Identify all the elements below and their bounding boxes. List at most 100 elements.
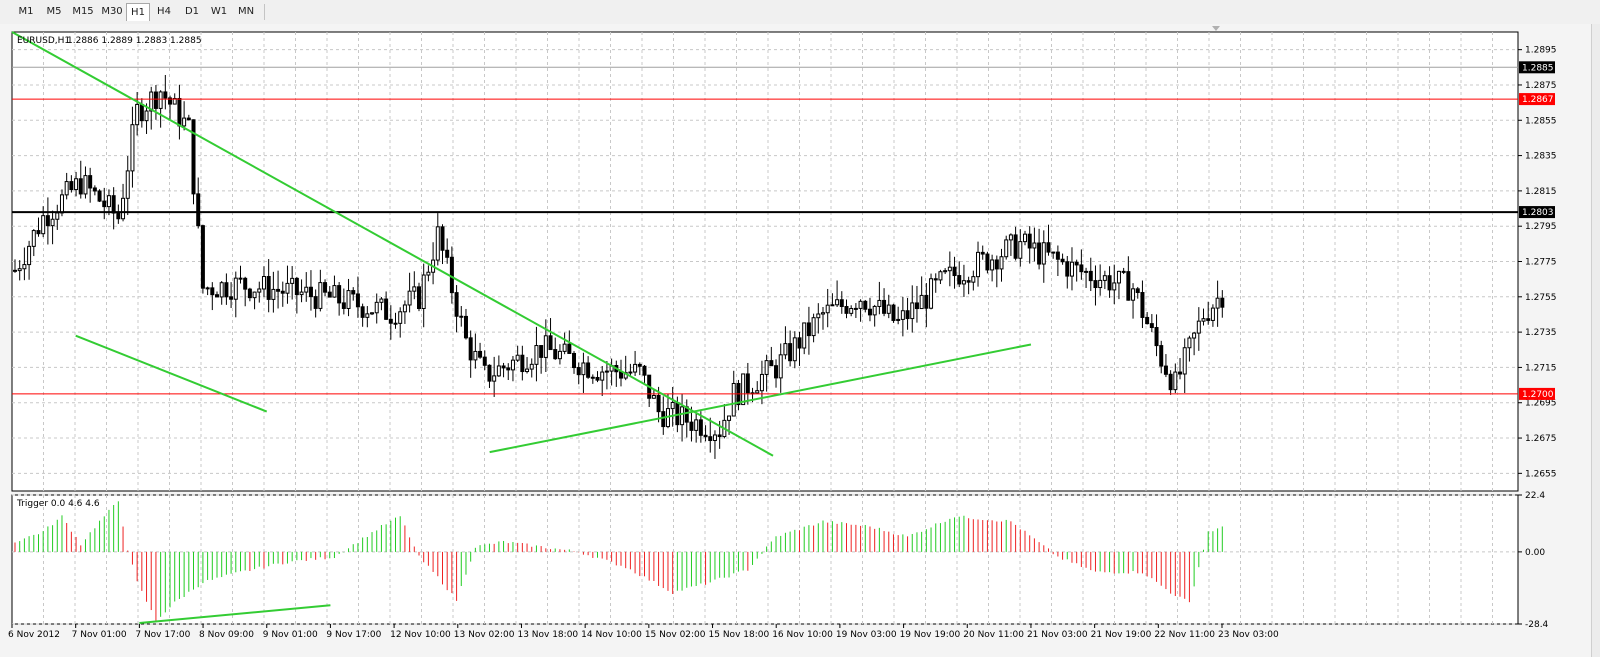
chart-window[interactable]: 1.2895 1.2875 1.2855 1.2835 1.2815 1.2795 1.27… — [0, 24, 1600, 657]
candle-body — [1215, 297, 1220, 309]
candle-body — [393, 322, 398, 325]
candle-body — [788, 343, 793, 362]
x-tick-label: 21 Nov 19:00 — [1091, 630, 1152, 640]
timeframe-m30-button[interactable]: M30 — [101, 6, 123, 17]
candle-body — [473, 350, 478, 361]
candle-body — [92, 187, 97, 192]
price-label-box — [1519, 387, 1555, 400]
candle-body — [961, 280, 966, 285]
candle-body — [294, 277, 299, 296]
candle-body — [200, 225, 205, 289]
chart-canvas[interactable]: 1.2895 1.2875 1.2855 1.2835 1.2815 1.2795 1.27… — [0, 24, 1592, 657]
price-label: 1.2803 — [1522, 208, 1554, 218]
y-tick-label: 1.2735 — [1525, 328, 1557, 338]
timeframe-h4-button[interactable]: H4 — [157, 6, 171, 17]
candle-body — [929, 278, 934, 309]
candle-body — [778, 354, 783, 379]
price-label-box — [1519, 61, 1555, 74]
candle-body — [463, 315, 468, 339]
candle-body — [1102, 275, 1107, 281]
candle-body — [1196, 320, 1201, 334]
y-tick-label: 1.2675 — [1525, 434, 1557, 444]
x-tick-label: 7 Nov 01:00 — [72, 630, 127, 640]
candle-body — [1074, 261, 1079, 266]
candle-body — [595, 376, 600, 381]
timeframe-m15-button[interactable]: M15 — [72, 6, 94, 17]
candle-body — [182, 117, 187, 127]
candle-body — [398, 311, 403, 324]
candle-body — [402, 304, 407, 313]
candlesticks — [13, 74, 1225, 459]
candle-body — [1192, 332, 1197, 339]
candle-body — [990, 259, 995, 271]
candle-body — [210, 287, 215, 296]
candle-body — [938, 271, 943, 281]
candle-body — [139, 103, 144, 122]
candle-body — [783, 343, 788, 356]
candle-body — [1220, 297, 1225, 308]
candle-body — [633, 363, 638, 373]
candle-body — [872, 305, 877, 316]
candle-body — [1065, 261, 1070, 277]
timeframe-w1-button[interactable]: W1 — [210, 6, 228, 17]
candle-body — [745, 373, 750, 394]
y-tick-label: 1.2835 — [1525, 152, 1557, 162]
x-tick-label: 12 Nov 10:00 — [390, 630, 451, 640]
x-tick-label: 20 Nov 11:00 — [963, 630, 1024, 640]
x-tick-label: 15 Nov 02:00 — [645, 630, 706, 640]
candle-body — [1121, 270, 1126, 273]
candle-body — [708, 436, 713, 442]
candle-body — [1093, 280, 1098, 289]
price-label: 1.2885 — [1522, 63, 1554, 73]
candle-body — [1206, 318, 1211, 321]
candle-body — [327, 291, 332, 298]
candle-body — [816, 313, 821, 319]
candle-body — [374, 301, 379, 314]
timeframe-d1-button[interactable]: D1 — [184, 6, 200, 17]
timeframe-mn-button[interactable]: MN — [237, 6, 255, 17]
y-tick-label: 1.2875 — [1525, 81, 1557, 91]
candle-body — [252, 291, 257, 299]
symbol-title: EURUSD,H1 — [17, 36, 70, 46]
candle-body — [529, 363, 534, 370]
timeframe-toolbar: M1 M5 M15 M30 H1 H4 D1 W1 MN — [0, 0, 1600, 25]
candle-body — [172, 97, 177, 105]
candle-body — [694, 419, 699, 431]
x-tick-label: 22 Nov 11:00 — [1154, 630, 1215, 640]
y-tick-label: 1.2715 — [1525, 363, 1557, 373]
candle-body — [360, 306, 365, 318]
x-tick-label: 8 Nov 09:00 — [199, 630, 254, 640]
candle-body — [755, 390, 760, 394]
candle-body — [835, 299, 840, 306]
y-tick-label: 1.2895 — [1525, 46, 1557, 56]
candle-body — [1135, 288, 1140, 294]
candle-body — [919, 294, 924, 310]
candle-body — [125, 170, 130, 199]
candle-body — [905, 310, 910, 320]
candle-body — [205, 287, 210, 290]
candle-body — [825, 304, 830, 314]
timeframe-h1-button[interactable]: H1 — [126, 3, 150, 21]
candle-body — [534, 345, 539, 365]
candle-body — [487, 364, 492, 382]
candle-body — [247, 288, 252, 299]
vertical-scrollbar[interactable] — [1591, 24, 1600, 657]
timeframe-m1-button[interactable]: M1 — [18, 6, 34, 17]
candle-body — [811, 317, 816, 337]
candle-body — [177, 97, 182, 127]
candle-body — [1149, 323, 1154, 329]
candle-body — [1159, 345, 1164, 367]
candle-body — [280, 290, 285, 294]
candle-body — [318, 282, 323, 309]
candle-body — [1041, 242, 1046, 265]
candle-body — [642, 365, 647, 376]
timeframe-m5-button[interactable]: M5 — [46, 6, 62, 17]
candle-body — [1126, 271, 1131, 301]
candle-body — [1182, 347, 1187, 375]
candle-body — [933, 278, 938, 281]
candle-body — [492, 375, 497, 382]
candle-body — [445, 249, 450, 258]
candle-body — [1187, 337, 1192, 349]
candle-body — [1173, 371, 1178, 391]
candle-body — [496, 365, 501, 377]
